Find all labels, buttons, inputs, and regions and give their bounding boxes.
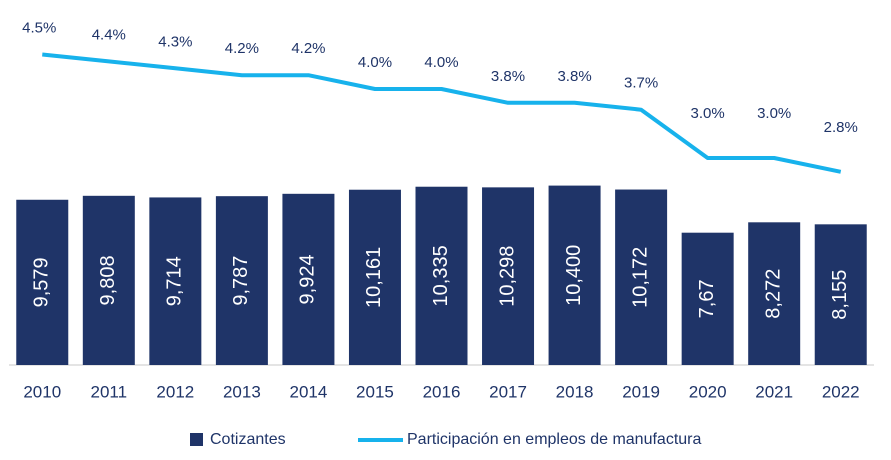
- bar: [482, 187, 535, 365]
- bar: [615, 189, 668, 365]
- x-tick-label: 2014: [290, 382, 328, 401]
- bar-value-label: 9,714: [164, 256, 186, 306]
- bar-value-label: 9,579: [31, 257, 53, 307]
- bar-value-label: 9,787: [230, 256, 252, 306]
- bar: [548, 185, 601, 365]
- x-tick-label: 2021: [755, 382, 793, 401]
- line-value-label: 4.0%: [424, 54, 458, 71]
- line: [42, 52, 842, 174]
- bar-value-label: 7,67: [696, 279, 718, 318]
- line-value-label: 2.8%: [824, 119, 858, 136]
- bar-value-label: 8,272: [762, 269, 784, 319]
- line-value-label: 4.2%: [291, 40, 325, 57]
- bar-value-label: 10,400: [563, 245, 585, 306]
- bar-value-label: 8,155: [829, 270, 851, 320]
- bar: [282, 193, 335, 365]
- bar: [16, 199, 69, 365]
- bar-value-label: 9,808: [97, 255, 119, 305]
- line-value-label: 4.5%: [22, 19, 56, 36]
- x-tick-label: 2010: [23, 382, 61, 401]
- line-value-label: 4.2%: [225, 40, 259, 57]
- x-tick-label: 2018: [556, 382, 594, 401]
- bar: [348, 189, 401, 365]
- line-value-label: 3.0%: [691, 105, 725, 122]
- bar: [215, 196, 268, 365]
- bar-value-label: 10,161: [363, 247, 385, 308]
- x-tick-label: 2015: [356, 382, 394, 401]
- line-value-label: 3.8%: [557, 68, 591, 85]
- bar: [814, 224, 867, 365]
- bar-value-label: 9,924: [297, 254, 319, 304]
- x-tick-label: 2022: [822, 382, 860, 401]
- x-tick-label: 2011: [91, 382, 128, 401]
- line-value-label: 3.7%: [624, 75, 658, 92]
- line-value-label: 4.4%: [92, 26, 126, 43]
- bar-value-label: 10,172: [629, 247, 651, 308]
- line-value-label: 4.3%: [158, 33, 192, 50]
- line-value-label: 3.0%: [757, 105, 791, 122]
- line-value-label: 4.0%: [358, 54, 392, 71]
- bar: [415, 186, 468, 365]
- bar: [82, 195, 135, 365]
- bar-value-label: 10,298: [496, 246, 518, 307]
- bar: [681, 232, 734, 365]
- x-tick-label: 2016: [423, 382, 461, 401]
- line-value-label: 3.8%: [491, 68, 525, 85]
- x-tick-label: 2013: [223, 382, 261, 401]
- x-tick-label: 2012: [156, 382, 194, 401]
- bar: [748, 222, 801, 365]
- legend-label: Cotizantes: [210, 431, 286, 448]
- x-tick-label: 2019: [622, 382, 660, 401]
- legend-swatch: [190, 433, 203, 446]
- x-tick-label: 2017: [489, 382, 527, 401]
- legend-label: Participación en empleos de manufactura: [407, 431, 701, 448]
- bar-value-label: 10,335: [430, 245, 452, 306]
- x-tick-label: 2020: [689, 382, 727, 401]
- bar: [149, 197, 202, 365]
